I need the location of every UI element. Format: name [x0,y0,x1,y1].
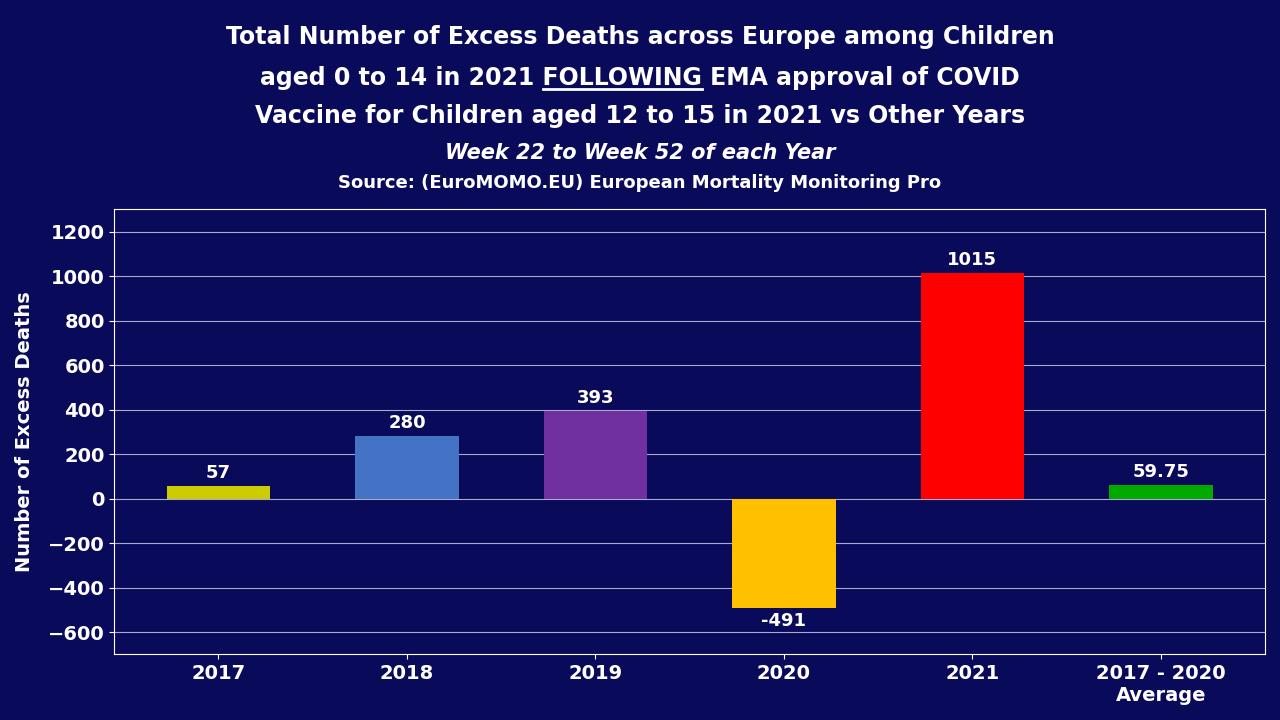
Text: 59.75: 59.75 [1133,463,1189,481]
Bar [920,273,1024,498]
Text: 1015: 1015 [947,251,997,269]
Bar [732,498,836,608]
Y-axis label: Number of Excess Deaths: Number of Excess Deaths [15,292,35,572]
Text: 57: 57 [206,464,230,482]
Text: Week 22 to Week 52 of each Year: Week 22 to Week 52 of each Year [444,143,836,163]
Bar [544,411,648,498]
Bar [166,486,270,498]
Text: Source: (EuroMOMO.EU) European Mortality Monitoring Pro: Source: (EuroMOMO.EU) European Mortality… [338,174,942,192]
Text: Vaccine for Children aged 12 to 15 in 2021 vs Other Years: Vaccine for Children aged 12 to 15 in 20… [255,104,1025,128]
Text: aged 0 to 14 in 2021 FOLLOWING EMA approval of COVID: aged 0 to 14 in 2021 FOLLOWING EMA appro… [260,66,1020,90]
Text: Total Number of Excess Deaths across Europe among Children: Total Number of Excess Deaths across Eur… [225,25,1055,49]
Text: 280: 280 [388,414,426,432]
Text: 393: 393 [577,389,614,407]
Text: -491: -491 [762,612,806,630]
Bar [1108,485,1212,498]
Bar [355,436,458,498]
